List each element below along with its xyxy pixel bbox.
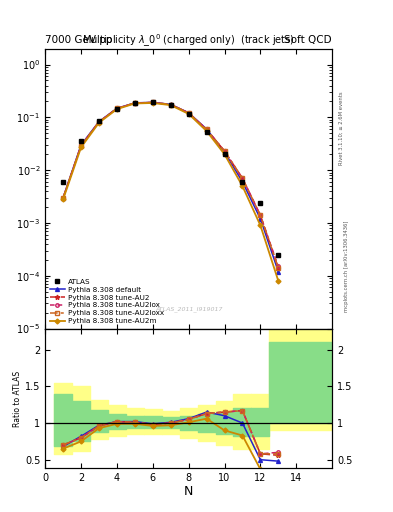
Pythia 8.308 tune-AU2	[61, 195, 66, 201]
Text: ATLAS_2011_I919017: ATLAS_2011_I919017	[155, 306, 222, 312]
Pythia 8.308 tune-AU2lox	[276, 263, 281, 269]
Pythia 8.308 default	[97, 119, 101, 125]
Pythia 8.308 default	[168, 101, 173, 108]
ATLAS	[79, 138, 83, 144]
Pythia 8.308 tune-AU2	[151, 99, 155, 105]
ATLAS	[168, 101, 173, 108]
Line: Pythia 8.308 tune-AU2loxx: Pythia 8.308 tune-AU2loxx	[61, 101, 280, 270]
Pythia 8.308 tune-AU2lox	[151, 99, 155, 105]
Pythia 8.308 tune-AU2m	[115, 106, 119, 112]
Pythia 8.308 tune-AU2	[79, 143, 83, 149]
Pythia 8.308 tune-AU2	[97, 119, 101, 125]
Pythia 8.308 tune-AU2loxx	[204, 126, 209, 133]
Pythia 8.308 tune-AU2	[115, 105, 119, 112]
Pythia 8.308 tune-AU2loxx	[97, 119, 101, 125]
Pythia 8.308 tune-AU2loxx	[168, 101, 173, 108]
Pythia 8.308 tune-AU2m	[258, 222, 263, 228]
Pythia 8.308 tune-AU2lox	[222, 148, 227, 154]
Text: 7000 GeV pp: 7000 GeV pp	[45, 35, 113, 45]
Pythia 8.308 tune-AU2m	[151, 100, 155, 106]
Line: ATLAS: ATLAS	[61, 100, 281, 257]
Pythia 8.308 default	[222, 149, 227, 155]
Pythia 8.308 tune-AU2lox	[79, 143, 83, 149]
ATLAS	[258, 200, 263, 206]
Pythia 8.308 default	[79, 142, 83, 148]
ATLAS	[240, 179, 245, 185]
Pythia 8.308 tune-AU2loxx	[240, 175, 245, 181]
Title: Multiplicity $\lambda\_0^0$ (charged only)  (track jets): Multiplicity $\lambda\_0^0$ (charged onl…	[83, 32, 295, 49]
Pythia 8.308 default	[258, 216, 263, 222]
Line: Pythia 8.308 default: Pythia 8.308 default	[61, 100, 280, 273]
Line: Pythia 8.308 tune-AU2m: Pythia 8.308 tune-AU2m	[61, 101, 280, 283]
Pythia 8.308 tune-AU2lox	[61, 195, 66, 201]
Pythia 8.308 tune-AU2m	[132, 100, 137, 106]
ATLAS	[222, 151, 227, 157]
Pythia 8.308 tune-AU2m	[168, 102, 173, 108]
Pythia 8.308 default	[186, 110, 191, 116]
Pythia 8.308 tune-AU2m	[276, 278, 281, 284]
ATLAS	[115, 106, 119, 112]
Pythia 8.308 tune-AU2loxx	[258, 212, 263, 218]
Line: Pythia 8.308 tune-AU2: Pythia 8.308 tune-AU2	[61, 100, 281, 270]
Pythia 8.308 default	[132, 100, 137, 106]
Text: Rivet 3.1.10; ≥ 2.6M events: Rivet 3.1.10; ≥ 2.6M events	[339, 91, 344, 165]
Text: Soft QCD: Soft QCD	[285, 35, 332, 45]
Pythia 8.308 tune-AU2m	[240, 183, 245, 189]
Line: Pythia 8.308 tune-AU2lox: Pythia 8.308 tune-AU2lox	[61, 101, 280, 268]
Pythia 8.308 tune-AU2m	[222, 151, 227, 157]
ATLAS	[61, 179, 66, 185]
Pythia 8.308 tune-AU2m	[79, 144, 83, 151]
Pythia 8.308 tune-AU2loxx	[132, 100, 137, 106]
Pythia 8.308 tune-AU2loxx	[79, 143, 83, 149]
Pythia 8.308 tune-AU2	[186, 110, 191, 116]
ATLAS	[97, 118, 101, 124]
Pythia 8.308 tune-AU2lox	[186, 110, 191, 116]
ATLAS	[276, 252, 281, 258]
Pythia 8.308 tune-AU2lox	[258, 212, 263, 218]
Pythia 8.308 tune-AU2loxx	[151, 99, 155, 105]
Pythia 8.308 tune-AU2lox	[115, 105, 119, 112]
ATLAS	[204, 129, 209, 135]
Pythia 8.308 tune-AU2loxx	[61, 195, 66, 201]
Pythia 8.308 tune-AU2lox	[132, 100, 137, 106]
Pythia 8.308 tune-AU2lox	[168, 101, 173, 108]
Pythia 8.308 default	[204, 126, 209, 132]
Pythia 8.308 tune-AU2loxx	[115, 105, 119, 112]
Pythia 8.308 tune-AU2	[132, 100, 137, 106]
Pythia 8.308 tune-AU2loxx	[276, 265, 281, 271]
Pythia 8.308 tune-AU2lox	[204, 126, 209, 133]
Pythia 8.308 tune-AU2m	[61, 196, 66, 202]
Pythia 8.308 tune-AU2lox	[97, 119, 101, 125]
Legend: ATLAS, Pythia 8.308 default, Pythia 8.308 tune-AU2, Pythia 8.308 tune-AU2lox, Py: ATLAS, Pythia 8.308 default, Pythia 8.30…	[48, 276, 167, 326]
ATLAS	[151, 99, 155, 105]
Pythia 8.308 default	[240, 179, 245, 185]
ATLAS	[132, 100, 137, 106]
Pythia 8.308 default	[61, 195, 66, 201]
Y-axis label: Ratio to ATLAS: Ratio to ATLAS	[13, 371, 22, 426]
Pythia 8.308 tune-AU2	[258, 212, 263, 218]
Pythia 8.308 tune-AU2	[168, 101, 173, 108]
Pythia 8.308 tune-AU2	[276, 265, 281, 271]
Pythia 8.308 default	[276, 268, 281, 274]
Pythia 8.308 default	[151, 99, 155, 105]
X-axis label: N: N	[184, 485, 193, 498]
Pythia 8.308 default	[115, 105, 119, 112]
Pythia 8.308 tune-AU2lox	[240, 175, 245, 181]
Pythia 8.308 tune-AU2	[204, 126, 209, 133]
Pythia 8.308 tune-AU2m	[204, 128, 209, 134]
ATLAS	[186, 111, 191, 117]
Pythia 8.308 tune-AU2m	[97, 120, 101, 126]
Pythia 8.308 tune-AU2loxx	[222, 148, 227, 154]
Pythia 8.308 tune-AU2	[222, 148, 227, 154]
Pythia 8.308 tune-AU2	[240, 175, 245, 181]
Pythia 8.308 tune-AU2loxx	[186, 110, 191, 116]
Text: mcplots.cern.ch [arXiv:1306.3436]: mcplots.cern.ch [arXiv:1306.3436]	[344, 221, 349, 312]
Pythia 8.308 tune-AU2m	[186, 111, 191, 117]
